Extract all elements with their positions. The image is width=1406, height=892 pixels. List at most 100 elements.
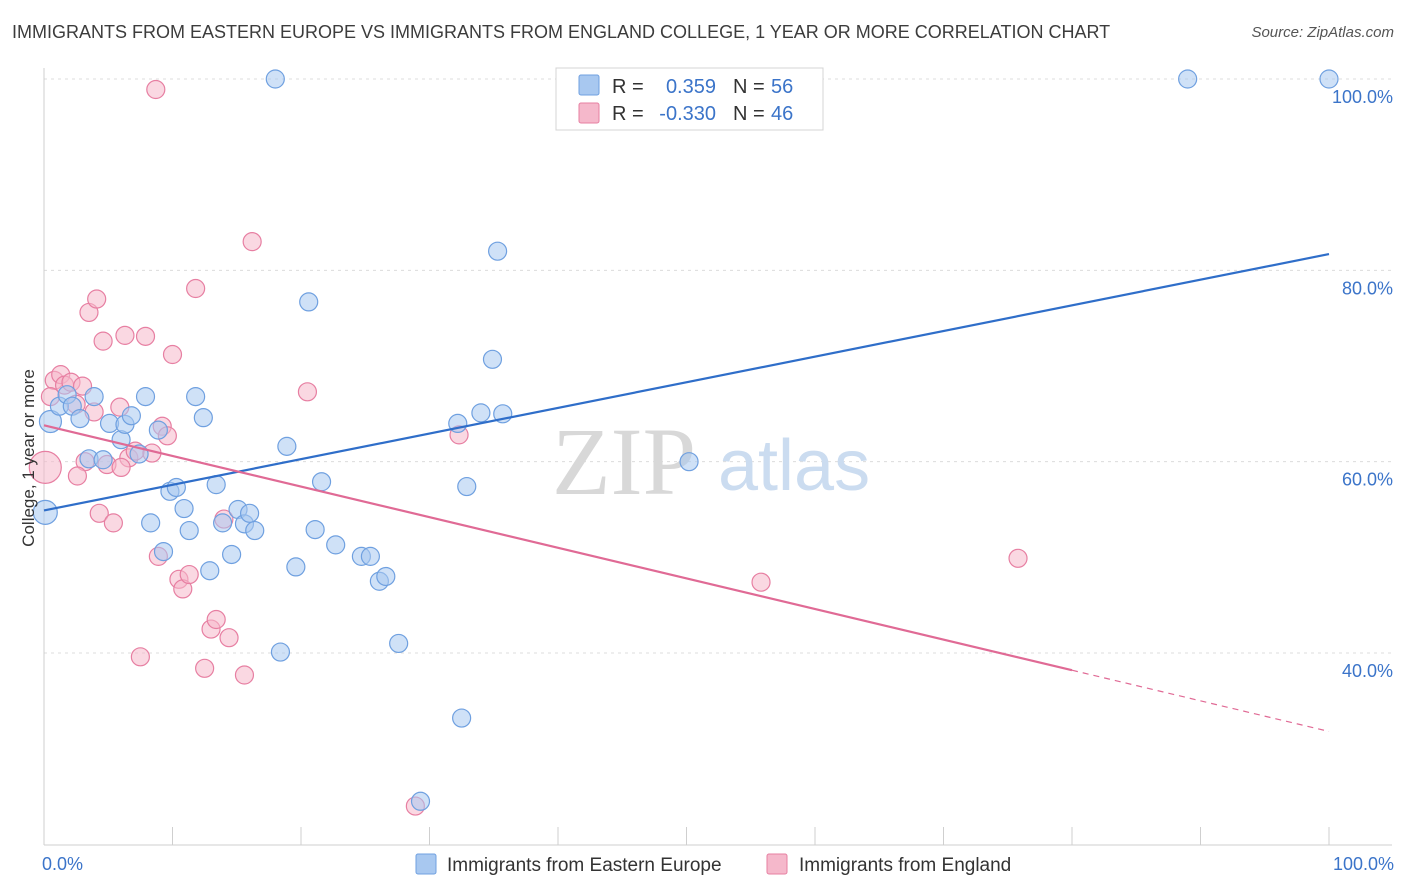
trend-line-eastern-europe <box>43 252 1330 512</box>
y-tick-label-60: 60.0% <box>1342 470 1393 490</box>
trend-line-england <box>43 424 1073 672</box>
point-eastern-europe-52 <box>679 452 699 472</box>
series-legend-label-blue: Immigrants from Eastern Europe <box>447 855 722 876</box>
point-eastern-europe-14 <box>141 513 161 533</box>
point-eastern-europe-47 <box>457 476 477 497</box>
chart-title: IMMIGRANTS FROM EASTERN EUROPE VS IMMIGR… <box>12 22 1111 42</box>
gridlines <box>44 78 1392 654</box>
y-tick-labels: 40.0% 60.0% 80.0% 100.0% <box>1332 87 1393 681</box>
point-england-12 <box>93 331 113 351</box>
point-eastern-europe-37 <box>311 472 332 492</box>
legend-n-value-pink: 46 <box>771 103 793 125</box>
point-england-31 <box>195 658 215 678</box>
point-england-41 <box>1008 548 1028 568</box>
series-eastern-europe <box>32 69 1339 811</box>
point-england-43 <box>111 457 131 478</box>
point-england-16 <box>115 325 135 345</box>
point-eastern-europe-7 <box>93 450 113 470</box>
trend-line-england-extension <box>1071 669 1330 733</box>
point-eastern-europe-21 <box>186 387 206 407</box>
legend-n-label-blue: N = <box>733 76 765 98</box>
series-england <box>28 79 1028 816</box>
point-eastern-europe-22 <box>193 408 213 428</box>
point-eastern-europe-50 <box>488 241 508 261</box>
point-eastern-europe-40 <box>360 546 380 566</box>
y-tick-label-100: 100.0% <box>1332 87 1393 107</box>
series-legend-swatch-pink <box>766 853 788 875</box>
point-eastern-europe-31 <box>265 69 285 89</box>
trend-lines <box>43 252 1330 733</box>
point-england-22 <box>146 79 166 100</box>
point-england-30 <box>186 278 206 299</box>
point-eastern-europe-43 <box>389 633 409 654</box>
legend-r-label-blue: R = <box>612 76 644 98</box>
point-eastern-europe-32 <box>270 642 291 662</box>
legend-r-value-blue: 0.359 <box>666 76 716 98</box>
point-england-34 <box>219 628 239 648</box>
point-eastern-europe-25 <box>213 513 233 533</box>
point-eastern-europe-26 <box>222 544 242 565</box>
point-eastern-europe-19 <box>174 498 194 519</box>
legend-r-value-pink: -0.330 <box>659 103 716 125</box>
point-eastern-europe-16 <box>153 541 174 562</box>
point-eastern-europe-30 <box>245 520 265 541</box>
point-eastern-europe-38 <box>326 535 346 555</box>
point-eastern-europe-42 <box>376 566 396 587</box>
y-tick-label-40: 40.0% <box>1342 661 1393 681</box>
point-england-35 <box>234 665 255 685</box>
point-england-26 <box>162 344 183 365</box>
point-eastern-europe-33 <box>277 436 297 456</box>
y-tick-label-80: 80.0% <box>1342 278 1393 298</box>
point-eastern-europe-15 <box>148 420 168 440</box>
point-england-11 <box>89 503 109 523</box>
point-england-29 <box>179 564 199 585</box>
point-england-36 <box>242 232 262 252</box>
legend-box <box>555 67 824 131</box>
watermark-atlas: atlas <box>718 426 870 506</box>
x-tick-label-min: 0.0% <box>42 854 83 874</box>
legend-r-label-pink: R = <box>612 103 644 125</box>
source-credit: Source: ZipAtlas.com <box>1251 24 1394 41</box>
x-ticks <box>43 827 1330 845</box>
correlation-legend: R = 0.359 N = 56 R = -0.330 N = 46 <box>555 67 824 131</box>
watermark-zip: ZIP <box>552 408 696 515</box>
point-eastern-europe-29 <box>240 503 260 523</box>
point-england-20 <box>135 326 156 346</box>
point-eastern-europe-36 <box>305 519 325 540</box>
point-eastern-europe-48 <box>471 403 491 423</box>
point-eastern-europe-13 <box>135 387 156 407</box>
point-england-40 <box>751 572 771 592</box>
point-eastern-europe-46 <box>452 708 472 728</box>
legend-swatch-blue <box>578 74 600 96</box>
point-england-10 <box>87 289 107 309</box>
point-eastern-europe-23 <box>200 561 220 581</box>
point-eastern-europe-53 <box>1178 69 1198 89</box>
watermark: ZIP atlas <box>552 408 870 515</box>
y-axis-title: College, 1 year or more <box>19 369 38 547</box>
point-eastern-europe-49 <box>482 349 503 369</box>
point-eastern-europe-54 <box>1319 69 1339 89</box>
x-tick-label-max: 100.0% <box>1333 854 1394 874</box>
point-eastern-europe-1 <box>38 409 63 434</box>
point-eastern-europe-34 <box>286 557 306 577</box>
point-eastern-europe-6 <box>84 387 104 407</box>
series-legend: Immigrants from Eastern Europe Immigrant… <box>415 853 1011 876</box>
series-legend-label-pink: Immigrants from England <box>799 855 1011 876</box>
legend-n-label-pink: N = <box>733 103 765 125</box>
point-england-42 <box>67 466 88 486</box>
point-eastern-europe-35 <box>299 292 319 312</box>
point-england-45 <box>206 609 226 630</box>
point-england-0 <box>28 450 62 485</box>
legend-n-value-blue: 56 <box>771 76 793 98</box>
point-england-14 <box>103 513 123 533</box>
point-eastern-europe-18 <box>166 477 186 498</box>
point-eastern-europe-0 <box>32 499 58 525</box>
point-england-37 <box>297 382 318 402</box>
point-eastern-europe-44 <box>410 791 431 811</box>
legend-swatch-pink <box>578 102 600 124</box>
point-eastern-europe-11 <box>121 406 141 426</box>
point-eastern-europe-20 <box>179 520 199 541</box>
point-eastern-europe-55 <box>70 409 90 429</box>
series-legend-swatch-blue <box>415 853 437 875</box>
